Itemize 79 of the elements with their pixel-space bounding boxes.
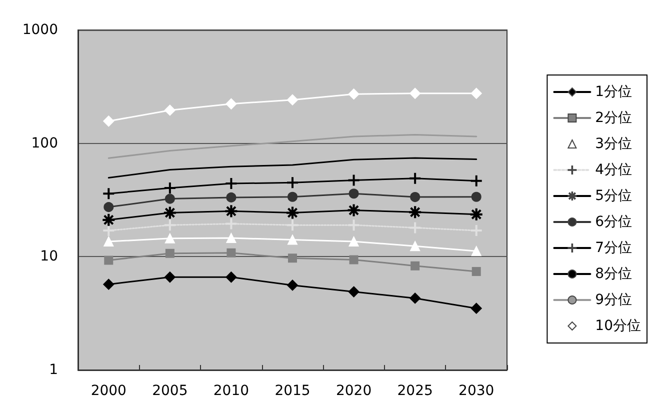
legend-label: 6分位 <box>595 214 632 230</box>
point <box>103 188 114 200</box>
point <box>104 236 114 247</box>
point <box>348 174 360 186</box>
point <box>286 206 298 219</box>
point <box>164 272 176 283</box>
point <box>164 194 175 204</box>
legend-label: 7分位 <box>595 240 632 256</box>
legend-label: 2分位 <box>595 110 632 126</box>
legend-label: 5分位 <box>595 188 632 204</box>
point <box>226 192 236 202</box>
line-series <box>108 157 478 178</box>
point <box>226 233 236 244</box>
point <box>103 116 114 127</box>
x-tick-label: 2020 <box>336 383 372 399</box>
point <box>410 192 420 202</box>
point <box>410 222 421 234</box>
point <box>470 302 482 314</box>
point <box>287 94 298 106</box>
legend-label: 3分位 <box>595 136 632 152</box>
legend-label: 10分位 <box>595 318 642 334</box>
point <box>348 286 360 298</box>
point <box>287 220 298 231</box>
point <box>226 272 237 283</box>
point <box>410 241 420 252</box>
legend-label: 1分位 <box>595 84 632 100</box>
point <box>470 175 482 186</box>
point <box>288 192 298 202</box>
point <box>410 88 421 99</box>
point <box>226 218 237 230</box>
legend-label: 4分位 <box>595 162 632 178</box>
y-tick-label: 1 <box>49 362 58 378</box>
point <box>165 248 174 258</box>
legend-label: 9分位 <box>595 292 632 308</box>
y-tick-label: 1000 <box>22 22 58 38</box>
point <box>103 225 114 236</box>
point <box>470 225 482 236</box>
point <box>348 236 359 247</box>
point <box>104 202 114 212</box>
x-tick-label: 2010 <box>213 383 250 399</box>
point <box>287 177 298 188</box>
point <box>226 98 237 110</box>
legend-label: 8分位 <box>595 266 632 282</box>
point <box>348 220 360 231</box>
point <box>288 234 298 245</box>
point <box>470 88 482 99</box>
x-tick-label: 2005 <box>152 383 188 399</box>
point <box>164 233 175 244</box>
point <box>104 256 114 265</box>
point <box>164 104 176 116</box>
point <box>164 182 176 194</box>
point <box>225 205 238 218</box>
point <box>288 254 297 263</box>
point <box>472 266 481 276</box>
point <box>410 172 421 184</box>
point <box>164 206 176 219</box>
point <box>102 214 115 226</box>
line-series <box>108 134 478 159</box>
point <box>287 280 298 291</box>
point <box>103 278 114 290</box>
y-tick-label: 10 <box>40 248 58 265</box>
point <box>348 204 360 216</box>
x-tick-label: 2025 <box>397 383 433 399</box>
point <box>471 192 482 202</box>
x-tick-label: 2030 <box>458 383 494 399</box>
x-tick-label: 2015 <box>274 383 310 399</box>
y-tick-label: 100 <box>31 135 58 152</box>
point <box>348 188 359 199</box>
point <box>226 178 237 190</box>
point <box>410 261 420 270</box>
point <box>471 246 482 256</box>
point <box>226 248 236 258</box>
point <box>410 292 421 304</box>
point <box>348 88 360 100</box>
point <box>349 255 358 264</box>
point <box>409 206 422 218</box>
x-tick-label: 2000 <box>90 383 126 399</box>
point <box>164 220 176 231</box>
point <box>470 208 482 220</box>
